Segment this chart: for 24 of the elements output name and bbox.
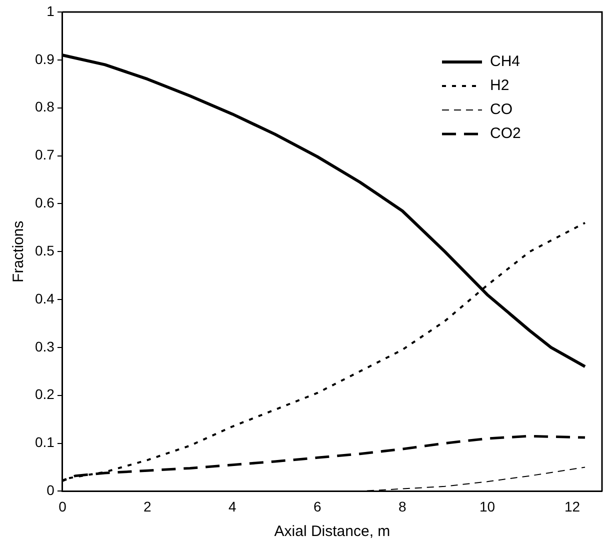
x-tick-label: 4 — [228, 498, 236, 514]
y-tick-label: 0.4 — [34, 290, 55, 306]
y-tick-label: 0.8 — [34, 98, 55, 115]
y-axis-title: Fractions — [10, 220, 28, 282]
x-tick-label: 12 — [564, 498, 580, 514]
x-tick-label: 8 — [398, 498, 406, 514]
legend-label: H2 — [490, 77, 510, 94]
y-tick-label: 0.5 — [34, 242, 55, 258]
x-tick-label: 2 — [144, 498, 152, 514]
y-tick-label: 0.9 — [34, 50, 55, 67]
legend-label: CO2 — [490, 125, 521, 142]
x-tick-label: 10 — [480, 498, 496, 514]
legend-label: CO — [490, 101, 512, 118]
y-tick-label: 0.3 — [34, 338, 55, 354]
y-tick-label: 1 — [46, 2, 55, 19]
y-tick-label: 0.1 — [34, 434, 55, 450]
y-tick-label: 0 — [46, 482, 55, 498]
x-tick-label: 0 — [58, 498, 67, 514]
y-tick-label: 0.7 — [34, 146, 55, 163]
x-tick-label: 6 — [313, 498, 322, 514]
x-axis-title: Axial Distance, m — [274, 523, 390, 540]
y-tick-label: 0.2 — [34, 386, 55, 402]
y-tick-label: 0.6 — [34, 194, 55, 211]
legend-label: CH4 — [490, 53, 520, 70]
